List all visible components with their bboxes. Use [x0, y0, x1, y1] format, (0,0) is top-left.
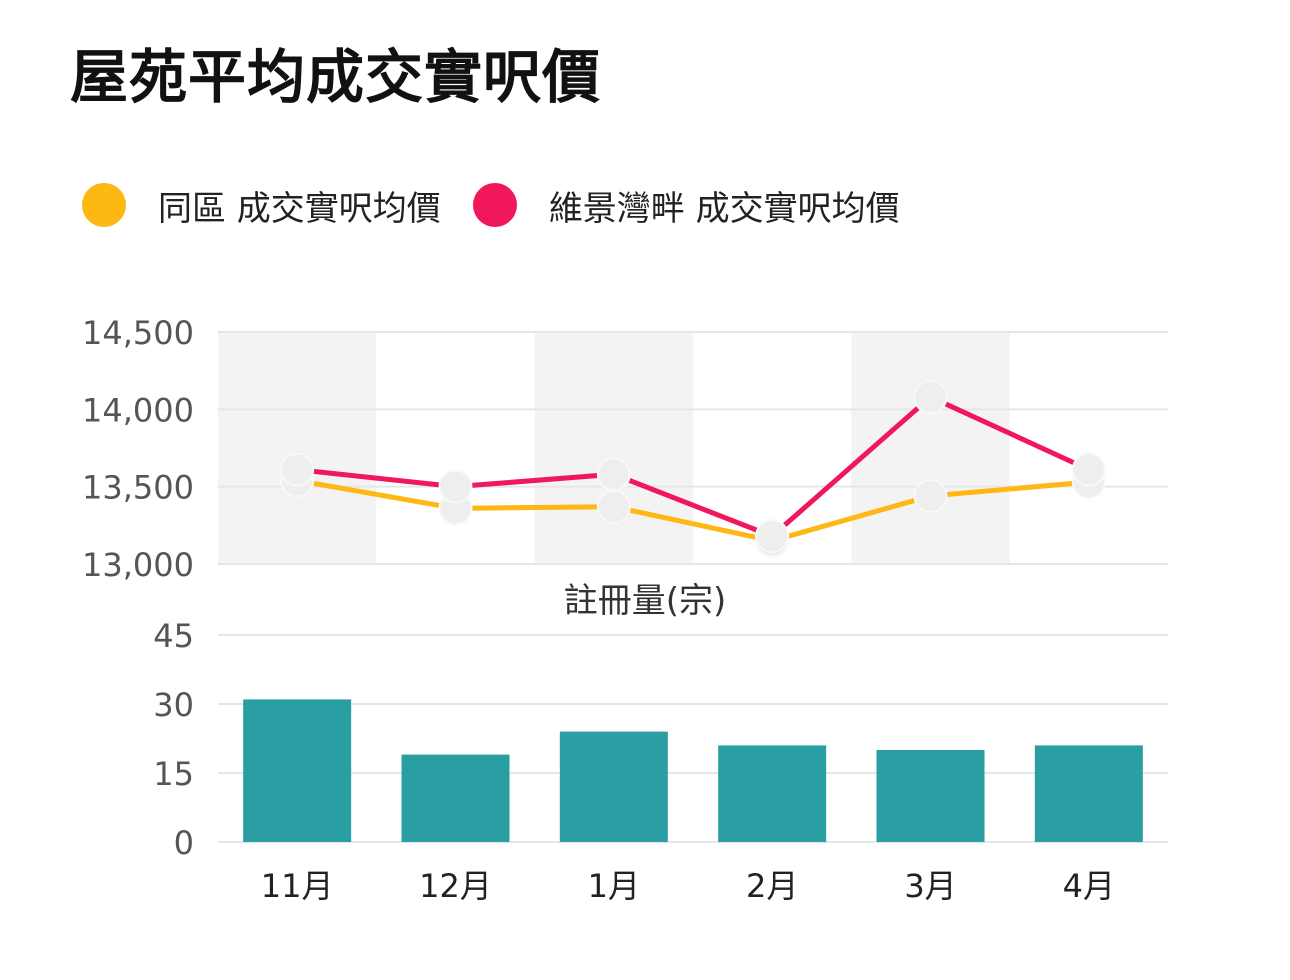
volume-bar[interactable]: [401, 754, 510, 842]
data-point[interactable]: [596, 489, 631, 524]
y-tick-label: 0: [174, 824, 194, 862]
legend: 同區 成交實呎均價 維景灣畔 成交實呎均價: [82, 180, 932, 230]
line-series: [280, 379, 1106, 558]
legend-marker-area: [82, 183, 126, 227]
data-point[interactable]: [438, 469, 473, 504]
volume-bar[interactable]: [718, 745, 827, 842]
grid-lines: [218, 331, 1168, 843]
volume-bar[interactable]: [243, 699, 352, 842]
volume-bar[interactable]: [876, 750, 985, 842]
data-point[interactable]: [280, 452, 315, 487]
data-point[interactable]: [913, 478, 948, 513]
bar-series: [243, 699, 1143, 842]
y-tick-label: 13,000: [82, 546, 194, 584]
y-tick-label: 45: [153, 617, 194, 655]
volume-chart-title: 註冊量(宗): [564, 581, 727, 621]
highlight-band: [534, 332, 693, 564]
legend-marker-estate: [472, 183, 517, 227]
volume-bar[interactable]: [559, 731, 668, 842]
y-tick-label: 14,000: [82, 391, 194, 429]
x-tick-label: 1月: [588, 867, 640, 905]
x-tick-label: 3月: [904, 867, 956, 905]
y-tick-label: 30: [153, 686, 194, 724]
highlight-bands: [218, 332, 1010, 564]
data-point[interactable]: [755, 519, 790, 554]
y-tick-label: 15: [153, 755, 194, 793]
legend-label-estate: 維景灣畔 成交實呎均價: [548, 188, 900, 229]
chart-title: 屋苑平均成交實呎價: [70, 43, 602, 111]
data-point[interactable]: [913, 379, 948, 414]
volume-bar[interactable]: [1034, 745, 1143, 842]
highlight-band: [218, 332, 377, 564]
x-axis-ticks: 11月 12月 1月 2月 3月 4月: [261, 867, 1115, 905]
area-price-line: [296, 478, 1090, 544]
estate-price-line: [296, 394, 1090, 539]
x-tick-label: 2月: [746, 867, 798, 905]
x-tick-label: 4月: [1063, 867, 1115, 905]
data-point[interactable]: [596, 457, 631, 492]
y-tick-label: 14,500: [82, 314, 194, 352]
legend-label-area: 同區 成交實呎均價: [158, 188, 441, 229]
x-tick-label: 12月: [419, 867, 492, 905]
highlight-band: [851, 332, 1010, 564]
y-axis-ticks: 13,000 13,500 14,000 14,500 0 15 30 45: [82, 314, 194, 862]
x-tick-label: 11月: [261, 867, 334, 905]
y-tick-label: 13,500: [82, 469, 194, 507]
data-point[interactable]: [1071, 452, 1106, 487]
